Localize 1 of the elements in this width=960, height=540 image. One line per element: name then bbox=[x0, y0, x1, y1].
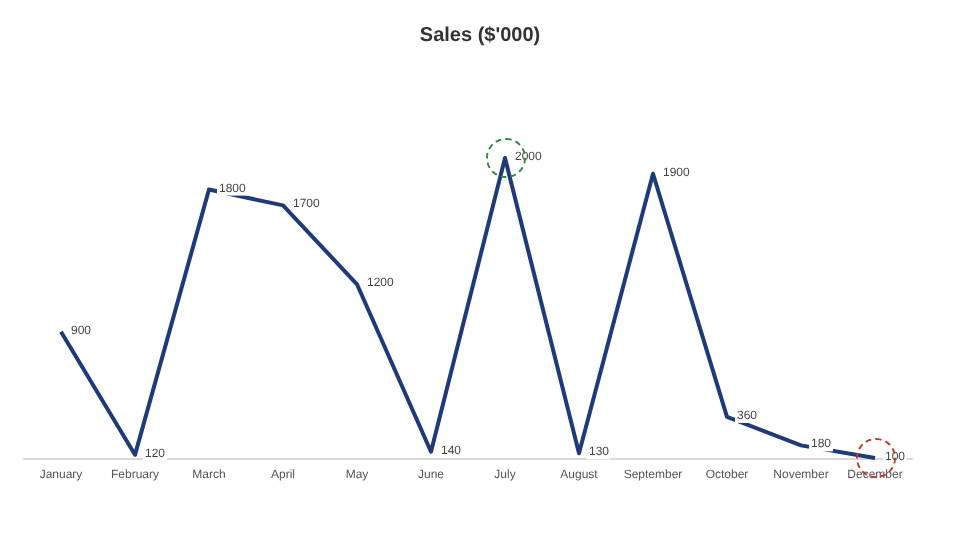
chart-title: Sales ($'000) bbox=[419, 25, 541, 47]
